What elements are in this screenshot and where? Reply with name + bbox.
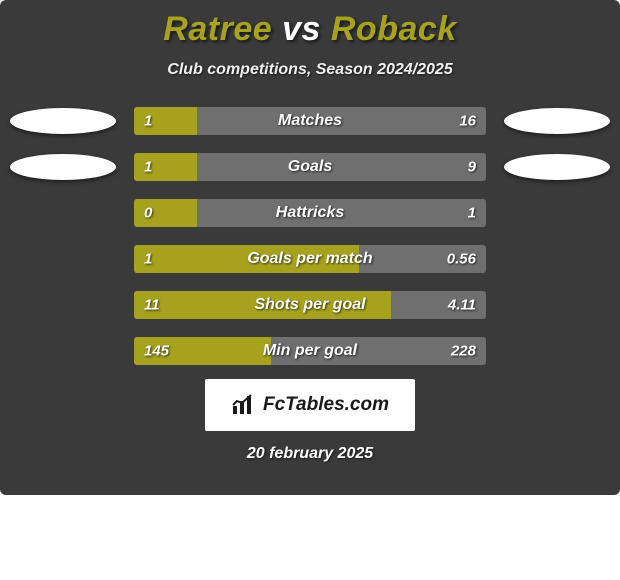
stat-bar: Shots per goal 11 4.11	[134, 291, 486, 319]
stat-value-left: 1	[144, 159, 152, 176]
stat-value-left: 11	[144, 297, 160, 314]
title-player1: Ratree	[163, 10, 272, 48]
card-title: Ratree vs Roback	[0, 10, 620, 49]
stat-row: Hattricks 0 1	[0, 199, 620, 227]
bar-right-fill	[197, 153, 486, 181]
brand-badge: FcTables.com	[205, 379, 415, 431]
oval-slot-right	[500, 108, 614, 134]
player1-oval	[10, 154, 116, 180]
stat-label: Matches	[278, 112, 342, 130]
stat-row: Matches 1 16	[0, 107, 620, 135]
stat-value-left: 145	[144, 343, 169, 360]
stat-bar: Goals 1 9	[134, 153, 486, 181]
player2-oval	[504, 154, 610, 180]
stat-row: Min per goal 145 228	[0, 337, 620, 365]
stat-bar: Matches 1 16	[134, 107, 486, 135]
brand-text: FcTables.com	[263, 394, 389, 416]
stat-label: Shots per goal	[254, 296, 365, 314]
oval-slot-right	[500, 154, 614, 180]
stat-value-right: 228	[451, 343, 476, 360]
oval-slot-left	[6, 154, 120, 180]
stat-value-left: 0	[144, 205, 152, 222]
stat-bar: Goals per match 1 0.56	[134, 245, 486, 273]
stat-value-right: 16	[459, 113, 476, 130]
stat-value-right: 0.56	[447, 251, 476, 268]
stat-row: Shots per goal 11 4.11	[0, 291, 620, 319]
card-subtitle: Club competitions, Season 2024/2025	[0, 61, 620, 79]
stat-rows: Matches116Goals19Hattricks01Goals per ma…	[0, 107, 620, 365]
title-vs: vs	[282, 10, 321, 48]
chart-icon	[231, 394, 255, 416]
player1-oval	[10, 108, 116, 134]
stat-label: Goals	[288, 158, 332, 176]
stat-bar: Hattricks 0 1	[134, 199, 486, 227]
title-player2: Roback	[331, 10, 457, 48]
player2-oval	[504, 108, 610, 134]
stat-row: Goals 1 9	[0, 153, 620, 181]
stat-value-right: 4.11	[448, 297, 476, 314]
stat-row: Goals per match 1 0.56	[0, 245, 620, 273]
stat-value-right: 9	[468, 159, 476, 176]
comparison-card: Ratree vs Roback Club competitions, Seas…	[0, 0, 620, 495]
stat-value-right: 1	[468, 205, 476, 222]
stat-label: Hattricks	[276, 204, 344, 222]
stat-value-left: 1	[144, 113, 152, 130]
stat-bar: Min per goal 145 228	[134, 337, 486, 365]
date-text: 20 february 2025	[0, 445, 620, 463]
stat-label: Goals per match	[247, 250, 372, 268]
stat-value-left: 1	[144, 251, 152, 268]
stat-label: Min per goal	[263, 342, 357, 360]
oval-slot-left	[6, 108, 120, 134]
